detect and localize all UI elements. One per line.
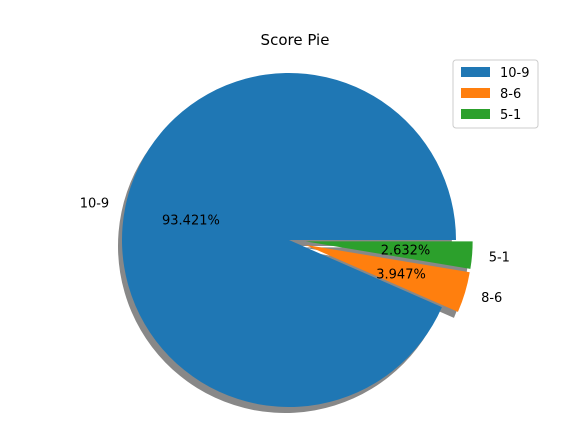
slice-label-10-9: 10-9 bbox=[80, 196, 110, 211]
legend-swatch-10-9 bbox=[461, 67, 490, 77]
legend-label-8-6: 8-6 bbox=[500, 87, 521, 102]
slice-label-8-6: 8-6 bbox=[481, 291, 502, 306]
legend-label-10-9: 10-9 bbox=[500, 66, 530, 81]
slice-label-5-1: 5-1 bbox=[489, 251, 510, 266]
legend-label-5-1: 5-1 bbox=[500, 108, 521, 123]
pie-labels: 10-9 93.421% 8-6 3.947% 5-1 2.632% bbox=[80, 196, 510, 306]
slice-percent-8-6: 3.947% bbox=[376, 267, 426, 282]
legend-swatch-8-6 bbox=[461, 88, 490, 98]
legend: 10-9 8-6 5-1 bbox=[452, 59, 539, 129]
slice-8-6 bbox=[305, 244, 470, 312]
slice-percent-10-9: 93.421% bbox=[162, 213, 220, 228]
chart-title: Score Pie bbox=[261, 31, 330, 49]
legend-swatch-5-1 bbox=[461, 109, 490, 119]
slice-5-1 bbox=[305, 241, 473, 269]
slice-percent-5-1: 2.632% bbox=[381, 244, 431, 259]
pie-wedges bbox=[122, 73, 473, 408]
slice-10-9 bbox=[122, 73, 457, 408]
